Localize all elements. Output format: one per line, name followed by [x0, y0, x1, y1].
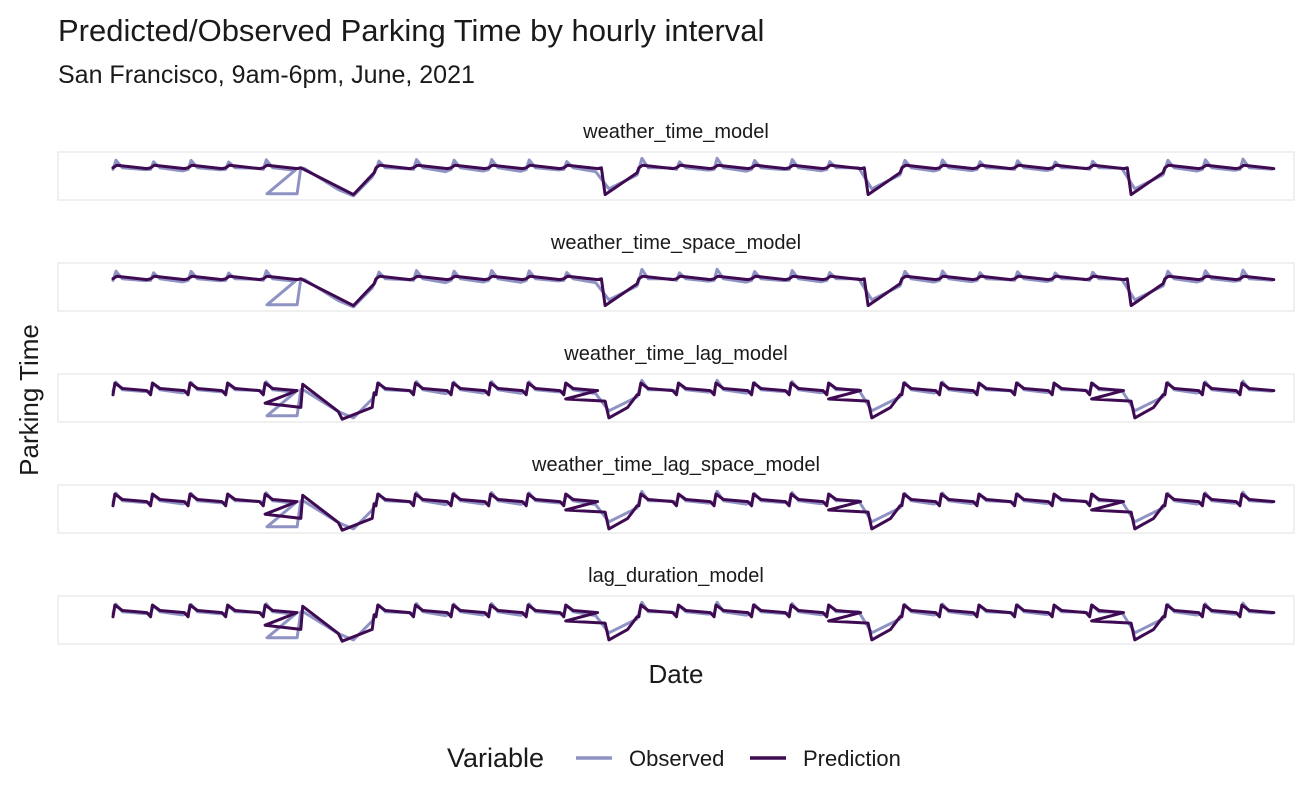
panel-lag_duration_model: lag_duration_model [57, 565, 1295, 645]
series-line-prediction [111, 381, 1276, 421]
panel-strip-label: weather_time_space_model [550, 232, 801, 254]
chart-title: Predicted/Observed Parking Time by hourl… [58, 13, 765, 48]
panel-strip-label: weather_time_model [582, 121, 769, 143]
legend-title: Variable [447, 743, 544, 773]
series-line-prediction [111, 274, 1276, 308]
panel-frame [57, 595, 1295, 645]
legend-label-observed: Observed [629, 746, 724, 771]
panel-frame [57, 151, 1295, 201]
panel-weather_time_lag_space_model: weather_time_lag_space_model [57, 454, 1295, 534]
panel-weather_time_model: weather_time_model [57, 121, 1295, 201]
legend: Variable Observed Prediction [447, 743, 901, 773]
panel-weather_time_lag_model: weather_time_lag_model [57, 343, 1295, 423]
x-axis-title: Date [649, 659, 704, 689]
series-line-observed [111, 156, 1274, 198]
chart-subtitle: San Francisco, 9am-6pm, June, 2021 [58, 61, 475, 89]
series-line-prediction [111, 492, 1276, 532]
legend-label-prediction: Prediction [803, 746, 901, 771]
y-axis-title: Parking Time [14, 324, 44, 476]
panel-weather_time_space_model: weather_time_space_model [57, 232, 1295, 312]
panel-frame [57, 373, 1295, 423]
panel-strip-label: weather_time_lag_model [563, 343, 787, 365]
series-line-prediction [111, 603, 1276, 643]
panel-strip-label: weather_time_lag_space_model [531, 454, 820, 476]
panel-frame [57, 262, 1295, 312]
series-line-prediction [111, 163, 1276, 197]
series-line-observed [111, 267, 1274, 309]
panel-strip-label: lag_duration_model [588, 565, 764, 587]
panel-frame [57, 484, 1295, 534]
